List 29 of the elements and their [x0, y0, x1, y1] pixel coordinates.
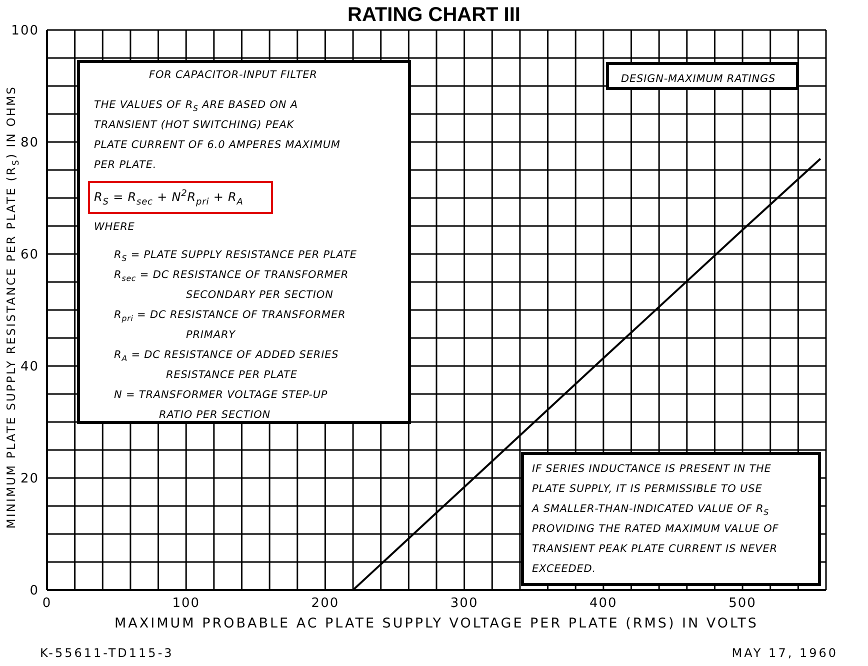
x-tick-label: 500 [728, 596, 756, 612]
y-tick-label: 60 [20, 248, 39, 263]
x-tick-label: 100 [172, 596, 200, 612]
annotation: R$_{pri}$ = DC RESISTANCE OF TRANSFORMER PRIMARY [113, 308, 347, 343]
annotation: R$_{S}$ = PLATE SUPPLY RESISTANCE PER PLATE [113, 248, 358, 265]
text: K-55611-TD115-3 [40, 646, 174, 660]
chart-title: RATING CHART III [348, 4, 520, 26]
y-tick-label: 100 [11, 24, 39, 39]
annotation: THE VALUES OF R$_{S}$ ARE BASED ON A TRANSIENT (HOT SWITCHING) PEAK PLATE CURRENT OF 6.0 AMPERES MAXIMUM PER PLATE. [94, 98, 342, 173]
note-box: IF SERIES INDUCTANCE IS PRESENT IN THE PLATE SUPPLY, IT IS PERMISSIBLE TO USE A SMALLER-THAN-INDICATED VALUE OF R$_{S}$ PROVIDING THE RATED MAXIMUM VALUE OF TRANSIENT PEAK PLATE CURRENT IS NEVER EXCEEDED. [521, 452, 821, 586]
x-axis-title: MAXIMUM PROBABLE AC PLATE SUPPLY VOLTAGE PER PLATE (RMS) IN VOLTS [114, 616, 758, 632]
y-tick-label: 40 [20, 360, 39, 375]
note-box: DESIGN-MAXIMUM RATINGS [606, 62, 799, 90]
y-tick-label: 20 [20, 472, 39, 487]
annotation: N = TRANSFORMER VOLTAGE STEP-UP RATIO PER SECTION [113, 388, 329, 423]
y-tick-label: 80 [20, 136, 39, 151]
text: MAY 17, 1960 [732, 646, 838, 660]
x-tick-label: 0 [42, 596, 52, 612]
annotation: R$_{sec}$ = DC RESISTANCE OF TRANSFORMER SECONDARY PER SECTION [113, 268, 350, 303]
annotation: WHERE [94, 220, 136, 235]
annotation: DESIGN-MAXIMUM RATINGS [621, 72, 777, 87]
annotation: FOR CAPACITOR-INPUT FILTER [148, 68, 318, 83]
text: R$_{S}$ = R$_{sec}$ + N$^{2}$R$_{pri}$ + R$_{A}$ [94, 189, 244, 208]
y-tick-label: 0 [30, 584, 39, 599]
annotation: R$_{A}$ = DC RESISTANCE OF ADDED SERIES RESISTANCE PER PLATE [113, 348, 340, 383]
x-tick-label: 200 [311, 596, 340, 612]
annotation: IF SERIES INDUCTANCE IS PRESENT IN THE PLATE SUPPLY, IT IS PERMISSIBLE TO USE A SMALLER-THAN-INDICATED VALUE OF R$_{S}$ PROVIDING THE RATED MAXIMUM VALUE OF TRANSIENT PEAK PLATE CURRENT IS NEVER EXCEEDED. [532, 462, 780, 577]
x-tick-label: 300 [450, 596, 478, 612]
x-tick-label: 400 [590, 596, 618, 612]
